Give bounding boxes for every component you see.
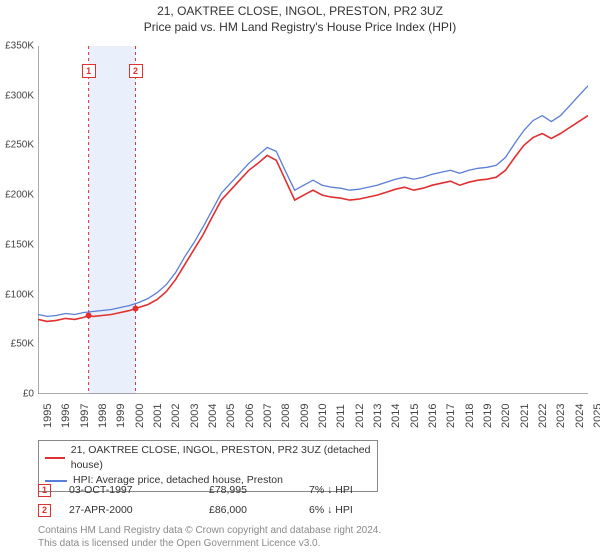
event-date: 27-APR-2000 [69,504,209,516]
x-tick-label: 2000 [134,404,146,428]
x-tick-label: 2006 [244,404,256,428]
y-tick-label: £50K [11,339,34,350]
x-tick-label: 2017 [445,404,457,428]
legend-swatch [45,457,65,459]
event-marker-box: 1 [82,64,96,78]
x-tick-label: 1995 [42,404,54,428]
footer-line2: This data is licensed under the Open Gov… [38,537,381,550]
x-tick-label: 2023 [555,404,567,428]
x-tick-label: 2018 [464,404,476,428]
x-tick-label: 2004 [207,404,219,428]
x-tick-label: 2021 [519,404,531,428]
x-tick-label: 1997 [79,404,91,428]
event-price: £78,995 [209,484,309,496]
event-date: 03-OCT-1997 [69,484,209,496]
x-tick-label: 1999 [115,404,127,428]
legend-item: 21, OAKTREE CLOSE, INGOL, PRESTON, PR2 3… [45,443,371,473]
title-line1: 21, OAKTREE CLOSE, INGOL, PRESTON, PR2 3… [0,4,600,18]
event-pct: 7% ↓ HPI [309,484,429,496]
x-tick-label: 2005 [225,404,237,428]
y-tick-label: £100K [5,289,34,300]
footer-line1: Contains HM Land Registry data © Crown c… [38,524,381,537]
x-tick-label: 2013 [372,404,384,428]
y-tick-label: £0 [23,389,34,400]
x-tick-label: 2020 [500,404,512,428]
event-row: 2 27-APR-2000 £86,000 6% ↓ HPI [38,500,429,520]
x-tick-label: 2001 [152,404,164,428]
x-tick-label: 2019 [482,404,494,428]
events-table: 1 03-OCT-1997 £78,995 7% ↓ HPI 2 27-APR-… [38,480,429,520]
x-tick-label: 2016 [427,404,439,428]
x-tick-label: 2024 [574,404,586,428]
x-tick-label: 2003 [189,404,201,428]
y-tick-label: £150K [5,239,34,250]
x-tick-label: 2012 [354,404,366,428]
x-tick-label: 2008 [280,404,292,428]
y-tick-label: £300K [5,90,34,101]
x-tick-label: 2007 [262,404,274,428]
chart-plot-area: 12 [38,46,588,394]
chart-titles: 21, OAKTREE CLOSE, INGOL, PRESTON, PR2 3… [0,0,600,34]
x-tick-label: 2002 [170,404,182,428]
x-tick-label: 2009 [299,404,311,428]
x-tick-label: 2014 [390,404,402,428]
chart-svg [38,46,588,394]
title-line2: Price paid vs. HM Land Registry's House … [0,20,600,34]
x-tick-label: 2011 [335,404,347,428]
x-tick-label: 1996 [60,404,72,428]
x-axis-labels: 1995 1996 1997 1998 1999 2000 2001 2002 2003 2004… [38,396,588,436]
x-tick-label: 2015 [409,404,421,428]
y-tick-label: £350K [5,41,34,52]
event-marker-box: 2 [129,64,143,78]
legend-label: 21, OAKTREE CLOSE, INGOL, PRESTON, PR2 3… [71,443,371,473]
x-tick-label: 2022 [537,404,549,428]
event-id-box: 2 [38,504,51,517]
event-price: £86,000 [209,504,309,516]
y-axis-labels: £0£50K£100K£150K£200K£250K£300K£350K [0,46,38,394]
event-id-box: 1 [38,484,51,497]
y-tick-label: £200K [5,190,34,201]
x-tick-label: 2025 [592,404,600,428]
x-tick-label: 1998 [97,404,109,428]
footer-attribution: Contains HM Land Registry data © Crown c… [38,524,381,550]
x-tick-label: 2010 [317,404,329,428]
event-pct: 6% ↓ HPI [309,504,429,516]
event-row: 1 03-OCT-1997 £78,995 7% ↓ HPI [38,480,429,500]
y-tick-label: £250K [5,140,34,151]
